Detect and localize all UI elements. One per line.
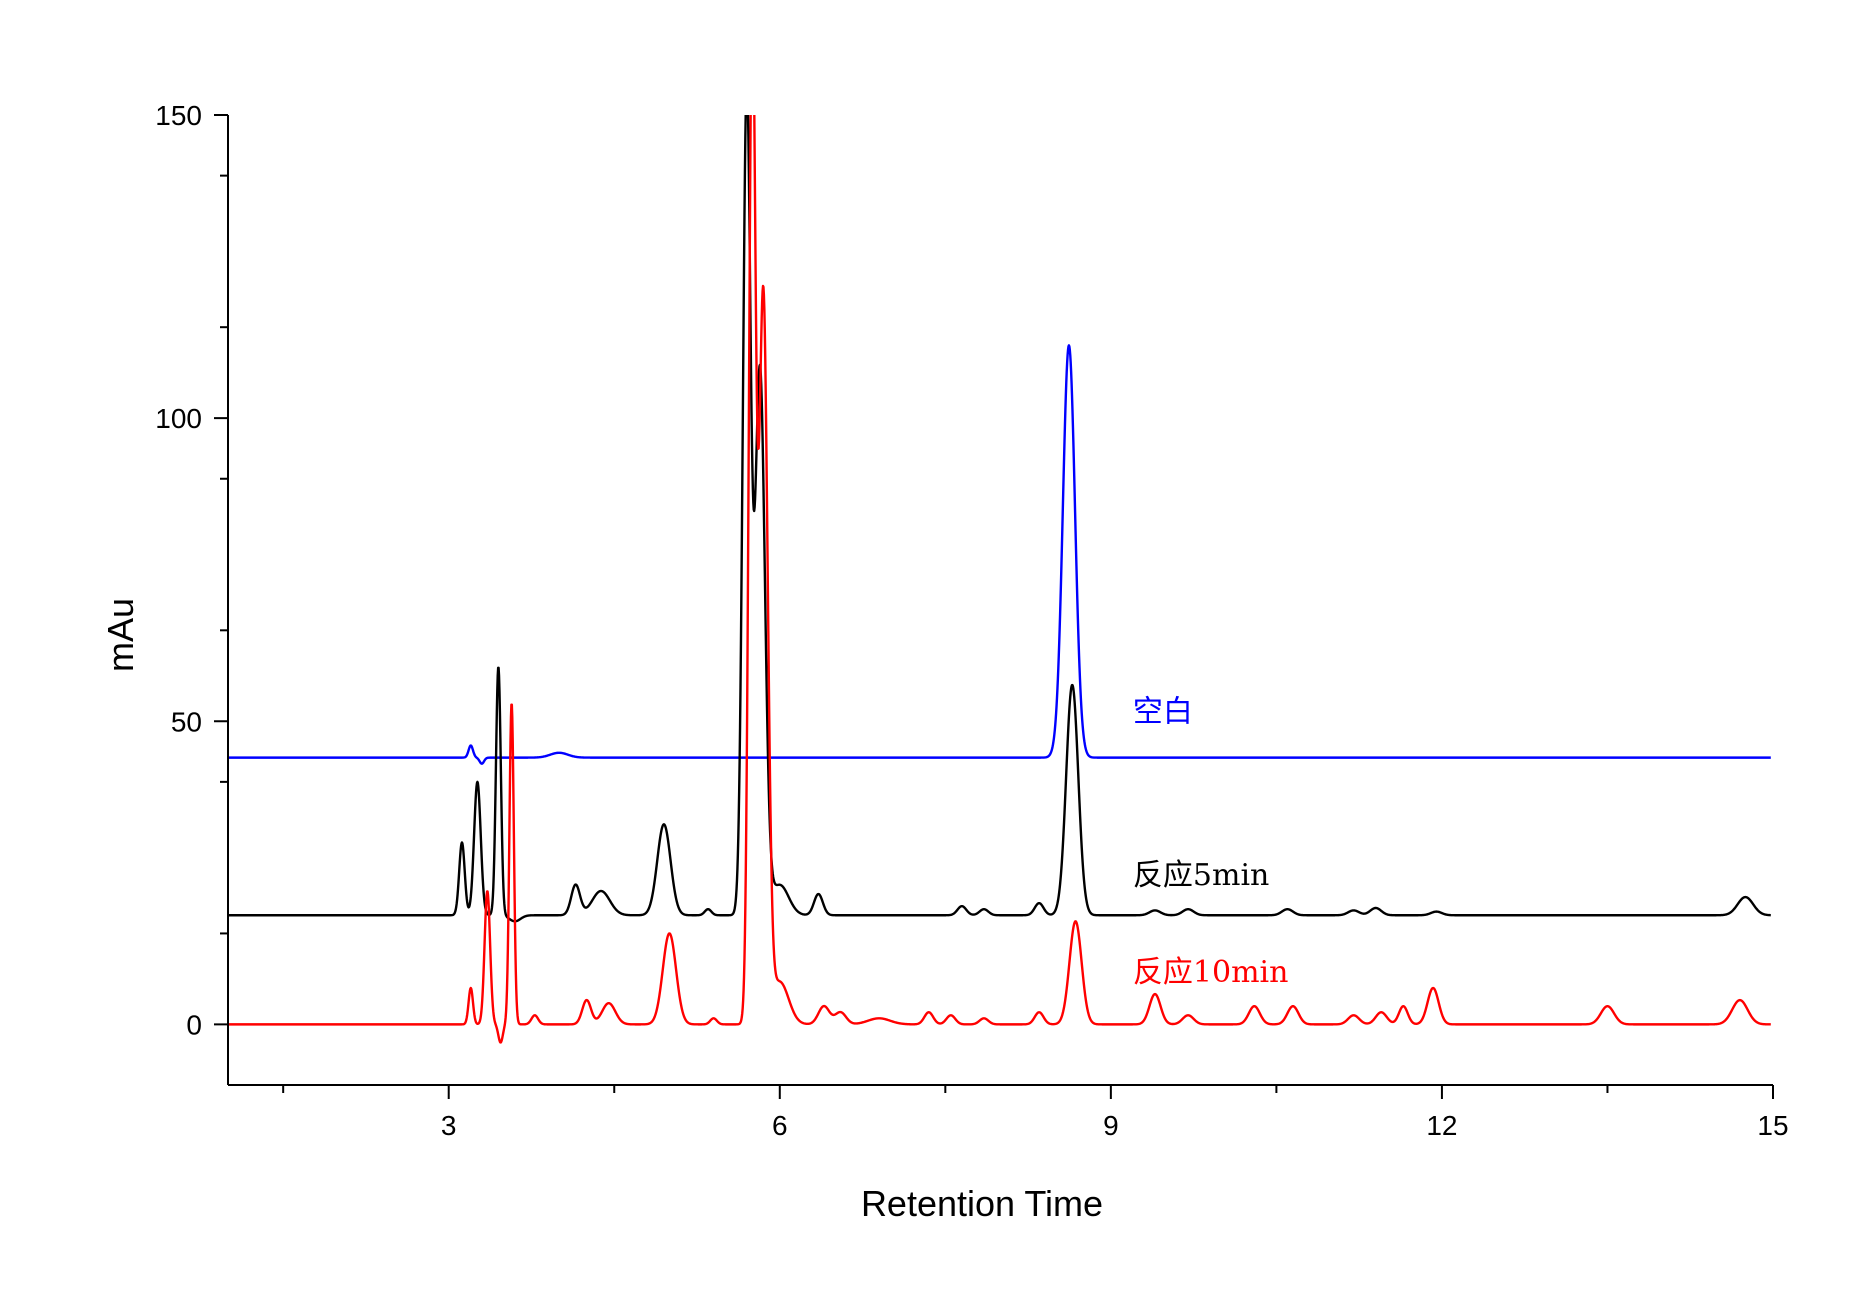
- y-tick-label: 100: [155, 403, 202, 434]
- x-tick-label: 12: [1426, 1110, 1457, 1141]
- x-tick-label: 9: [1103, 1110, 1119, 1141]
- series-line-1: [228, 115, 1772, 923]
- y-tick-label: 0: [186, 1009, 202, 1040]
- y-tick-label: 50: [171, 706, 202, 737]
- x-tick-label: 15: [1757, 1110, 1788, 1141]
- series-layer: [228, 115, 1772, 1044]
- y-axis-title: mAu: [100, 598, 141, 672]
- x-ticks: 3 6 9 12 15: [282, 1085, 1789, 1141]
- series-label-2: 反应10min: [1133, 955, 1289, 990]
- series-label-0: 空白: [1133, 694, 1193, 729]
- y-ticks: 0 50 100 150: [155, 100, 228, 1040]
- series-line-0: [228, 344, 1772, 765]
- x-tick-label: 6: [772, 1110, 788, 1141]
- series-line-2: [228, 115, 1772, 1044]
- y-tick-label: 150: [155, 100, 202, 131]
- x-tick-label: 3: [441, 1110, 457, 1141]
- x-axis-title: Retention Time: [861, 1183, 1103, 1224]
- series-label-1: 反应5min: [1133, 858, 1269, 893]
- axes: [227, 115, 1773, 1086]
